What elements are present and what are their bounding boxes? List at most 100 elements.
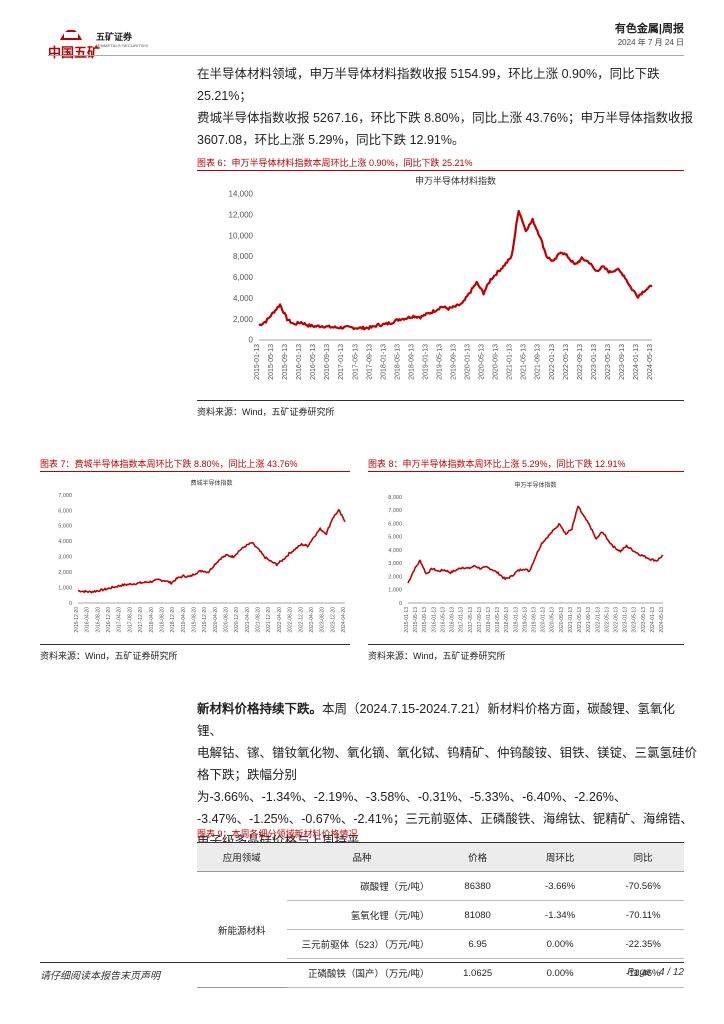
logo-text: 五矿证券 — [96, 32, 133, 42]
figure6-source: 资料来源：Wind，五矿证券研究所 — [197, 407, 335, 417]
x-tick-label: 2017-01-13 — [338, 344, 345, 380]
table-row: 正磷酸铁（国产）（万元/吨） 1.0625 0.00% -11.46% — [197, 958, 684, 988]
category-cell: 新能源材料 — [197, 871, 287, 988]
x-tick-label: 2018-04-20 — [149, 607, 155, 633]
header-yoy: 同比 — [602, 842, 684, 872]
wow-cell: 0.00% — [517, 958, 603, 988]
table-header-row: 应用领域 品种 价格 周环比 同比 — [197, 842, 684, 872]
footer-disclaimer: 请仔细阅读本报告末页声明 — [40, 971, 160, 982]
wow-cell: 0.00% — [517, 929, 603, 959]
x-tick-label: 2019-04-20 — [181, 607, 187, 633]
x-tick-label: 2019-08-20 — [191, 607, 197, 633]
x-tick-label: 2020-09-13 — [493, 344, 500, 380]
new-materials-lead: 新材料价格持续下跌。 — [197, 702, 323, 716]
y-tick-label: 7,000 — [388, 508, 402, 514]
x-tick-label: 2021-09-13 — [535, 344, 542, 380]
x-tick-label: 2015-09-13 — [422, 607, 428, 633]
y-tick-label: 0 — [249, 336, 254, 345]
x-tick-label: 2021-09-13 — [586, 607, 592, 633]
yoy-cell: -70.11% — [602, 900, 684, 930]
x-tick-label: 2021-05-13 — [521, 344, 528, 380]
figure6-bottom-rule — [197, 400, 684, 401]
new-materials-paragraph: 新材料价格持续下跌。本周（2024.7.15-2024.7.21）新材料价格方面… — [197, 698, 697, 852]
x-tick-label: 2016-08-20 — [95, 607, 101, 633]
x-tick-label: 2019-01-13 — [422, 344, 429, 380]
x-tick-label: 2016-01-13 — [296, 344, 303, 380]
x-tick-label: 2016-09-13 — [324, 344, 331, 380]
price-table: 应用领域 品种 价格 周环比 同比 新能源材料 碳酸锂（元/吨） 86380 -… — [197, 842, 684, 988]
figure8-chart: 申万半导体指数 0 1,000 2,000 3,000 4,000 5,000 6,000 7,… — [388, 481, 665, 633]
figure8-top-rule — [368, 471, 684, 472]
new-materials-line-4: -3.47%、-1.25%、-0.67%、-2.41%；三元前驱体、正磷酸铁、海… — [197, 812, 693, 826]
series-line — [258, 209, 653, 331]
x-tick-label: 2023-01-13 — [591, 344, 598, 380]
y-tick-label: 10,000 — [229, 231, 254, 240]
logo-en: MINMETALS SECURITIES — [96, 43, 149, 48]
x-tick-label: 2023-09-13 — [641, 607, 647, 633]
y-tick-label: 4,000 — [58, 539, 72, 545]
y-tick-label: 3,000 — [388, 561, 402, 567]
x-tick-label: 2022-04-20 — [277, 607, 283, 633]
x-tick-label: 2018-05-13 — [495, 607, 501, 633]
x-tick-label: 2015-09-13 — [282, 344, 289, 380]
figure7-bottom-rule — [40, 644, 350, 645]
y-tick-label: 2,000 — [233, 315, 254, 324]
x-tick-label: 2024-05-13 — [659, 607, 665, 633]
x-tick-label: 2023-05-13 — [632, 607, 638, 633]
y-tick-label: 5,000 — [388, 535, 402, 541]
y-tick-label: 2,000 — [388, 574, 402, 580]
figure8-source: 资料来源：Wind，五矿证券研究所 — [368, 651, 506, 661]
x-tick-label: 2020-08-20 — [224, 607, 230, 633]
x-tick-label: 2024-05-13 — [647, 344, 654, 380]
x-tick-label: 2020-05-13 — [479, 344, 486, 380]
wow-cell: -3.66% — [517, 871, 603, 901]
x-tick-label: 2018-01-13 — [380, 344, 387, 380]
x-tick-label: 2022-01-13 — [549, 344, 556, 380]
y-tick-label: 0 — [399, 601, 402, 607]
footer-divider — [40, 962, 684, 963]
x-tick-label: 2022-01-13 — [595, 607, 601, 633]
price-cell: 81080 — [437, 900, 518, 930]
y-tick-label: 4,000 — [388, 548, 402, 554]
x-tick-label: 2018-09-13 — [408, 344, 415, 380]
x-tick-label: 2023-09-13 — [619, 344, 626, 380]
y-tick-label: 2,000 — [58, 570, 72, 576]
x-tick-label: 2016-05-13 — [440, 607, 446, 633]
x-tick-label: 2016-01-13 — [431, 607, 437, 633]
x-tick-label: 2023-01-13 — [623, 607, 629, 633]
y-tick-label: 5,000 — [58, 524, 72, 530]
x-tick-label: 2015-01-13 — [254, 344, 261, 380]
company-logo-icon — [60, 26, 82, 40]
report-type: 有色金属|周报 — [614, 23, 684, 35]
y-tick-label: 1,000 — [388, 588, 402, 594]
header-variety: 品种 — [286, 842, 438, 872]
x-tick-label: 2022-08-20 — [288, 607, 294, 633]
x-tick-label: 2019-09-13 — [451, 344, 458, 380]
header-field: 应用领域 — [197, 842, 287, 872]
x-tick-label: 2019-12-20 — [202, 607, 208, 633]
figure8-caption: 图表 8：申万半导体指数本周环比上涨 5.29%，同比下跌 12.91% — [368, 459, 626, 469]
y-tick-label: 6,000 — [233, 273, 254, 282]
table-row: 氢氧化锂（元/吨） 81080 -1.34% -70.11% — [197, 900, 684, 930]
y-tick-label: 3,000 — [58, 555, 72, 561]
x-tick-label: 2016-04-20 — [85, 607, 91, 633]
variety-cell: 氢氧化锂（元/吨） — [286, 900, 438, 930]
x-tick-label: 2020-01-13 — [465, 344, 472, 380]
header-price: 价格 — [437, 842, 518, 872]
x-tick-label: 2022-05-13 — [604, 607, 610, 633]
header-divider — [48, 55, 684, 56]
y-tick-label: 12,000 — [229, 211, 254, 220]
x-tick-label: 2018-08-20 — [159, 607, 165, 633]
x-tick-label: 2015-12-20 — [74, 607, 80, 633]
x-tick-label: 2017-05-13 — [352, 344, 359, 380]
y-tick-label: 1,000 — [58, 585, 72, 591]
new-materials-line-3: 格下跌；跌幅分别为-3.66%、-1.34%、-2.19%、-3.58%、-0.… — [197, 768, 627, 804]
x-tick-label: 2023-12-20 — [330, 607, 336, 633]
price-cell: 6.95 — [437, 929, 518, 959]
series-line — [407, 505, 664, 584]
logo-cn: 中国五矿 — [48, 45, 101, 60]
x-tick-label: 2023-08-20 — [320, 607, 326, 633]
x-tick-label: 2021-12-20 — [266, 607, 272, 633]
variety-cell: 碳酸锂（元/吨） — [286, 871, 438, 901]
x-tick-label: 2019-05-13 — [522, 607, 528, 633]
